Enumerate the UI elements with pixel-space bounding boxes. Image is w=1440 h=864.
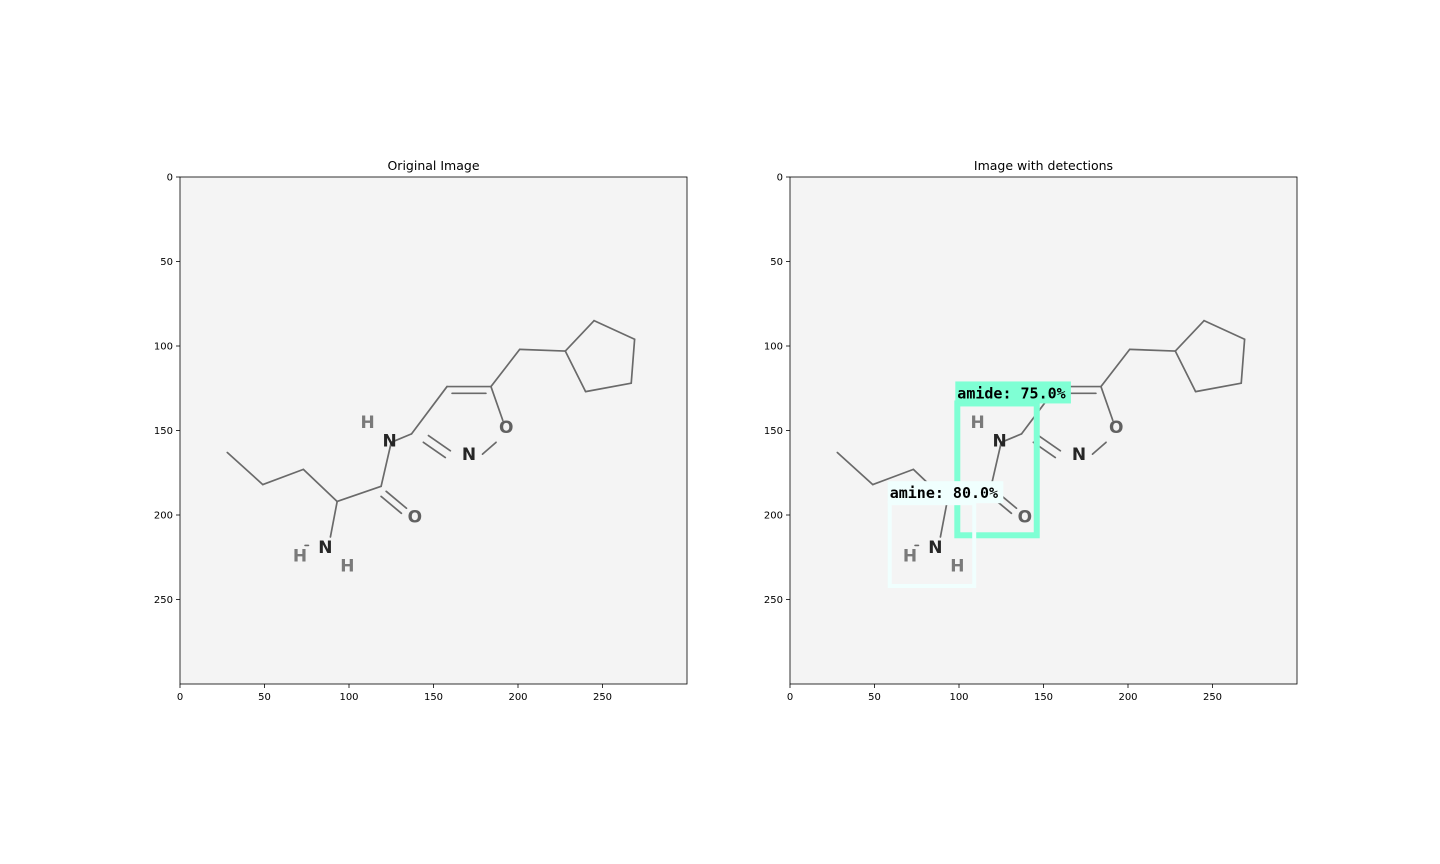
x-tick-label: 200 <box>508 692 527 703</box>
bond-line <box>990 441 1003 488</box>
image-area <box>180 177 687 684</box>
bond-line <box>564 319 595 352</box>
x-tick-label: 250 <box>1203 692 1222 703</box>
bond-line <box>1100 348 1131 388</box>
bond-line <box>336 485 382 503</box>
atom-label: H <box>293 547 307 567</box>
atom-label: H <box>970 413 984 433</box>
panel-title: Image with detections <box>974 158 1113 173</box>
detection-label: amine: 80.0% <box>890 484 998 502</box>
image-area <box>790 177 1297 684</box>
atom-label: N <box>992 432 1006 452</box>
bond-line <box>1174 319 1205 352</box>
y-tick-label: 100 <box>764 342 783 353</box>
bond-line <box>380 495 403 515</box>
y-tick-label: 200 <box>154 511 173 522</box>
x-tick-label: 150 <box>1034 692 1053 703</box>
atom-label: O <box>408 508 422 528</box>
detection-label-bg <box>887 481 1004 504</box>
atom-label: O <box>499 418 513 438</box>
atom-label: O <box>1109 418 1123 438</box>
y-tick-label: 100 <box>154 342 173 353</box>
bond-line <box>385 490 408 510</box>
atom-label: H <box>950 557 964 577</box>
bond-line <box>1203 319 1246 341</box>
detection-box: amine: 80.0% <box>887 481 1004 588</box>
atom-label: N <box>462 445 476 465</box>
bond-line <box>261 468 305 486</box>
atom-label: N <box>928 538 942 558</box>
x-tick-label: 50 <box>868 692 881 703</box>
y-tick-label: 0 <box>167 173 173 184</box>
atom-label: N <box>318 538 332 558</box>
bond-line <box>630 338 636 385</box>
y-tick-label: 250 <box>154 595 173 606</box>
bond-line <box>226 451 264 486</box>
y-tick-label: 150 <box>154 426 173 437</box>
bond-line <box>1174 350 1197 393</box>
atom-label: H <box>340 557 354 577</box>
bond-line <box>593 319 636 341</box>
bond-line <box>490 385 504 422</box>
bond-line <box>1194 382 1243 393</box>
x-tick-label: 100 <box>949 692 968 703</box>
bond-line <box>427 434 452 452</box>
bond-line <box>380 441 393 488</box>
atom-label: N <box>382 432 396 452</box>
x-tick-label: 250 <box>593 692 612 703</box>
detection-label: amide: 75.0% <box>957 384 1065 402</box>
detection-box: amide: 75.0% <box>954 381 1071 539</box>
bond-line <box>564 350 587 393</box>
bond-line <box>329 500 339 538</box>
y-tick-label: 50 <box>770 257 783 268</box>
bond-line <box>939 500 949 538</box>
bond-line <box>410 385 448 435</box>
bond-line <box>490 348 521 388</box>
bond-line <box>518 348 567 352</box>
y-tick-label: 50 <box>160 257 173 268</box>
x-tick-label: 0 <box>787 692 793 703</box>
bond-line <box>1100 385 1114 422</box>
y-tick-label: 0 <box>777 173 783 184</box>
atom-label: N <box>1072 445 1086 465</box>
y-tick-label: 150 <box>764 426 783 437</box>
x-tick-label: 150 <box>424 692 443 703</box>
panel-title: Original Image <box>387 158 479 173</box>
detection-label-bg <box>955 381 1071 404</box>
bond-line <box>836 451 874 486</box>
bond-line <box>1037 434 1062 452</box>
bond-line <box>1091 441 1107 456</box>
atom-label: H <box>903 547 917 567</box>
y-tick-label: 250 <box>764 595 783 606</box>
atom-label: O <box>1018 508 1032 528</box>
x-tick-label: 200 <box>1118 692 1137 703</box>
y-tick-label: 200 <box>764 511 783 522</box>
bond-line <box>1240 338 1246 385</box>
bond-line <box>1000 433 1023 444</box>
atom-label: H <box>360 413 374 433</box>
x-tick-label: 0 <box>177 692 183 703</box>
bond-line <box>422 441 447 459</box>
bond-line <box>302 468 339 503</box>
x-tick-label: 50 <box>258 692 271 703</box>
x-tick-label: 100 <box>339 692 358 703</box>
bond-line <box>871 468 915 486</box>
bond-line <box>481 441 497 456</box>
bond-line <box>390 433 413 444</box>
bond-line <box>1128 348 1177 352</box>
bond-line <box>584 382 633 393</box>
